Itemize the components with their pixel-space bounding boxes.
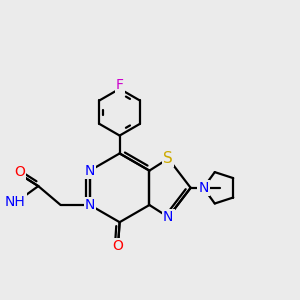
Text: O: O: [14, 165, 25, 179]
Text: N: N: [198, 181, 208, 195]
Text: O: O: [112, 239, 123, 253]
Text: F: F: [116, 78, 124, 92]
Text: NH: NH: [5, 195, 26, 208]
Text: N: N: [163, 210, 173, 224]
Text: N: N: [85, 164, 95, 178]
Text: S: S: [164, 151, 173, 166]
Text: N: N: [85, 198, 95, 212]
